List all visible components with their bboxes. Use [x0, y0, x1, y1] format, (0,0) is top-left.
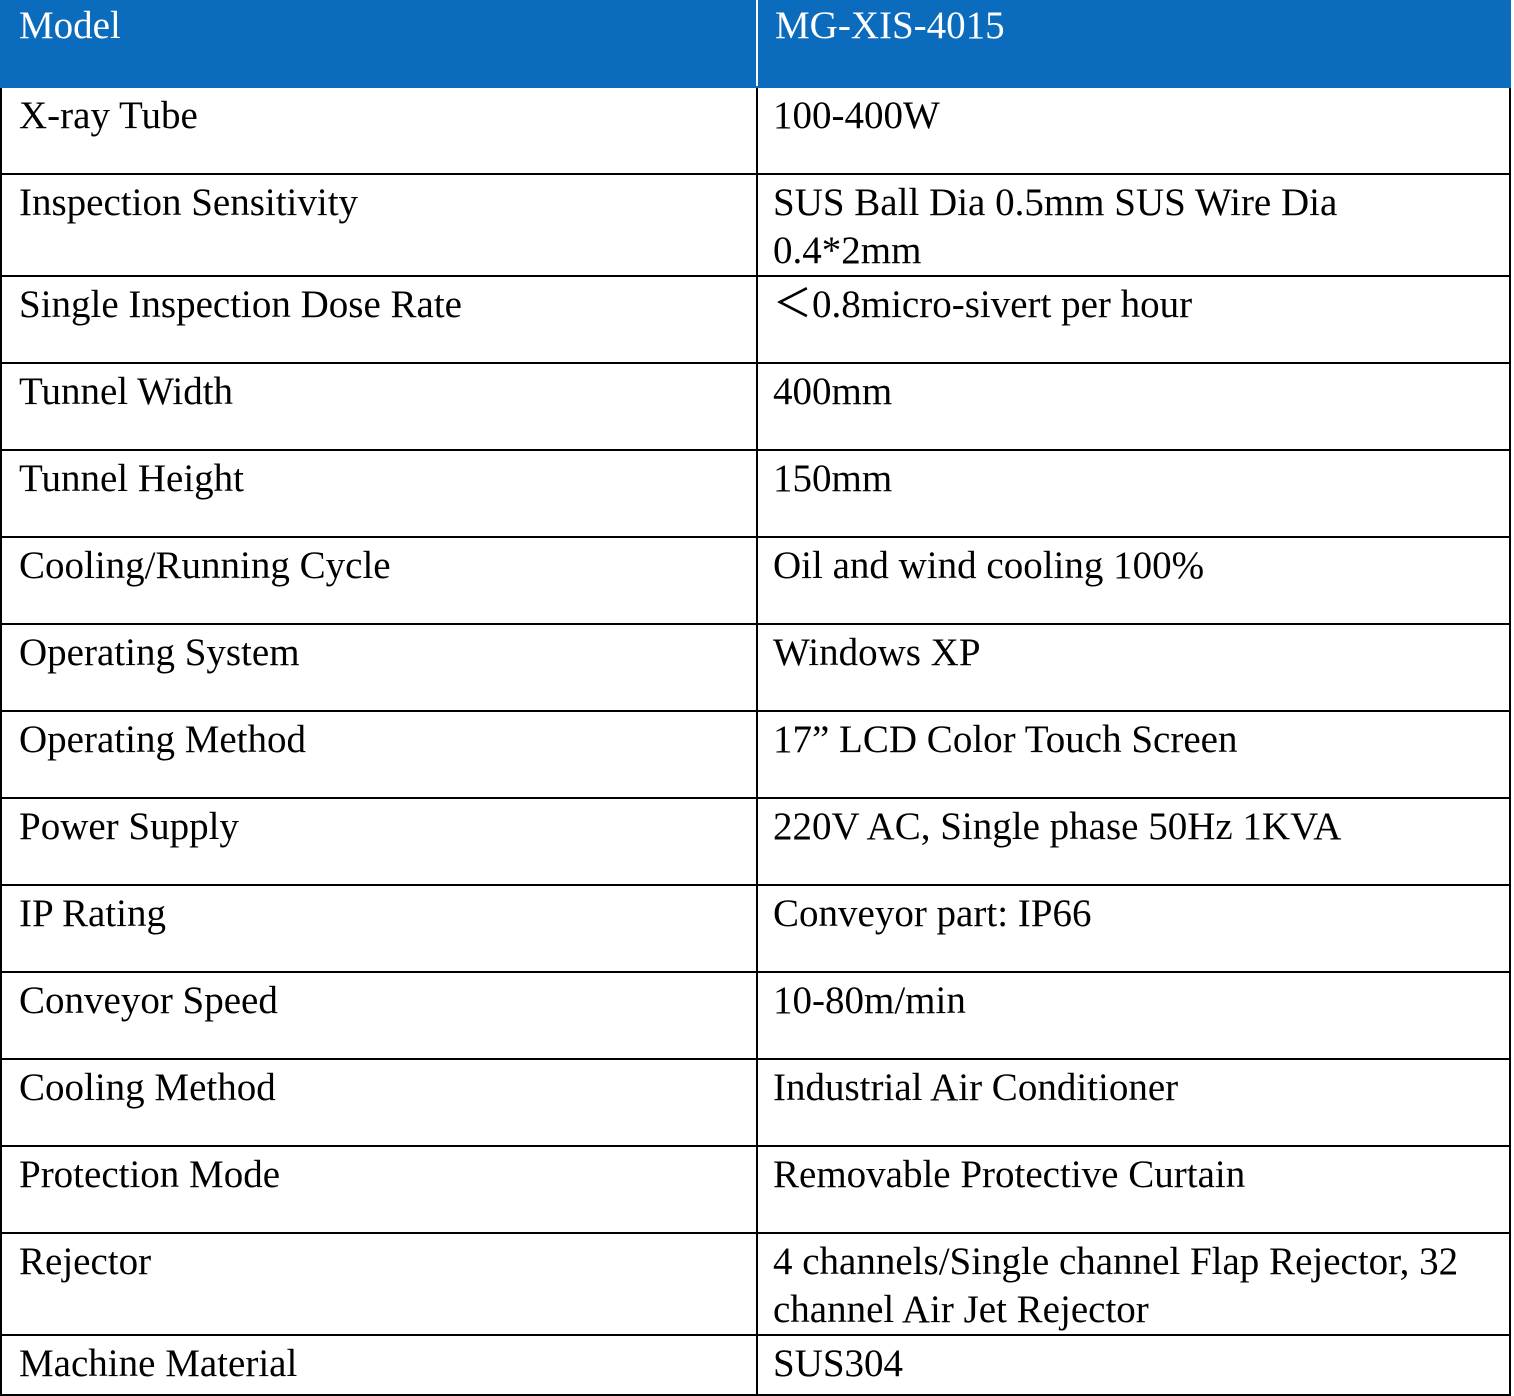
row-value: 220V AC, Single phase 50Hz 1KVA	[756, 797, 1511, 886]
row-label: Machine Material	[0, 1334, 758, 1396]
row-value: Windows XP	[756, 623, 1511, 712]
row-value: 4 channels/Single channel Flap Rejector,…	[756, 1232, 1511, 1336]
row-label: Cooling/Running Cycle	[0, 536, 758, 625]
header-label: Model	[0, 0, 758, 88]
table-row: IP Rating Conveyor part: IP66	[0, 884, 1511, 973]
row-label: Power Supply	[0, 797, 758, 886]
row-label: Inspection Sensitivity	[0, 173, 758, 277]
row-value: Oil and wind cooling 100%	[756, 536, 1511, 625]
table-row: Protection Mode Removable Protective Cur…	[0, 1145, 1511, 1234]
table-row: Operating Method 17” LCD Color Touch Scr…	[0, 710, 1511, 799]
header-row: Model MG-XIS-4015	[0, 0, 1511, 88]
row-label: IP Rating	[0, 884, 758, 973]
table-row: Machine Material SUS304	[0, 1334, 1511, 1396]
row-label: Tunnel Width	[0, 362, 758, 451]
table-row: X-ray Tube 100-400W	[0, 86, 1511, 175]
row-value: 17” LCD Color Touch Screen	[756, 710, 1511, 799]
row-value: 10-80m/min	[756, 971, 1511, 1060]
row-label: Conveyor Speed	[0, 971, 758, 1060]
row-label: Operating Method	[0, 710, 758, 799]
row-value: Conveyor part: IP66	[756, 884, 1511, 973]
row-label: Single Inspection Dose Rate	[0, 275, 758, 364]
row-value: 400mm	[756, 362, 1511, 451]
row-value: 150mm	[756, 449, 1511, 538]
table-row: Tunnel Width 400mm	[0, 362, 1511, 451]
table-row: Rejector 4 channels/Single channel Flap …	[0, 1232, 1511, 1336]
row-value: SUS304	[756, 1334, 1511, 1396]
table-row: Tunnel Height 150mm	[0, 449, 1511, 538]
row-value: Industrial Air Conditioner	[756, 1058, 1511, 1147]
row-label: Cooling Method	[0, 1058, 758, 1147]
table-row: Power Supply 220V AC, Single phase 50Hz …	[0, 797, 1511, 886]
table-row: Single Inspection Dose Rate ＜0.8micro-si…	[0, 275, 1511, 364]
row-value: 100-400W	[756, 86, 1511, 175]
row-label: X-ray Tube	[0, 86, 758, 175]
table-row: Conveyor Speed 10-80m/min	[0, 971, 1511, 1060]
row-label: Rejector	[0, 1232, 758, 1336]
row-value: Removable Protective Curtain	[756, 1145, 1511, 1234]
row-label: Operating System	[0, 623, 758, 712]
table-row: Cooling Method Industrial Air Conditione…	[0, 1058, 1511, 1147]
table-row: Operating System Windows XP	[0, 623, 1511, 712]
row-value: ＜0.8micro-sivert per hour	[756, 275, 1511, 364]
header-value: MG-XIS-4015	[756, 0, 1511, 88]
table-row: Cooling/Running Cycle Oil and wind cooli…	[0, 536, 1511, 625]
row-value: SUS Ball Dia 0.5mm SUS Wire Dia 0.4*2mm	[756, 173, 1511, 277]
row-label: Tunnel Height	[0, 449, 758, 538]
table-row: Inspection Sensitivity SUS Ball Dia 0.5m…	[0, 173, 1511, 277]
row-label: Protection Mode	[0, 1145, 758, 1234]
